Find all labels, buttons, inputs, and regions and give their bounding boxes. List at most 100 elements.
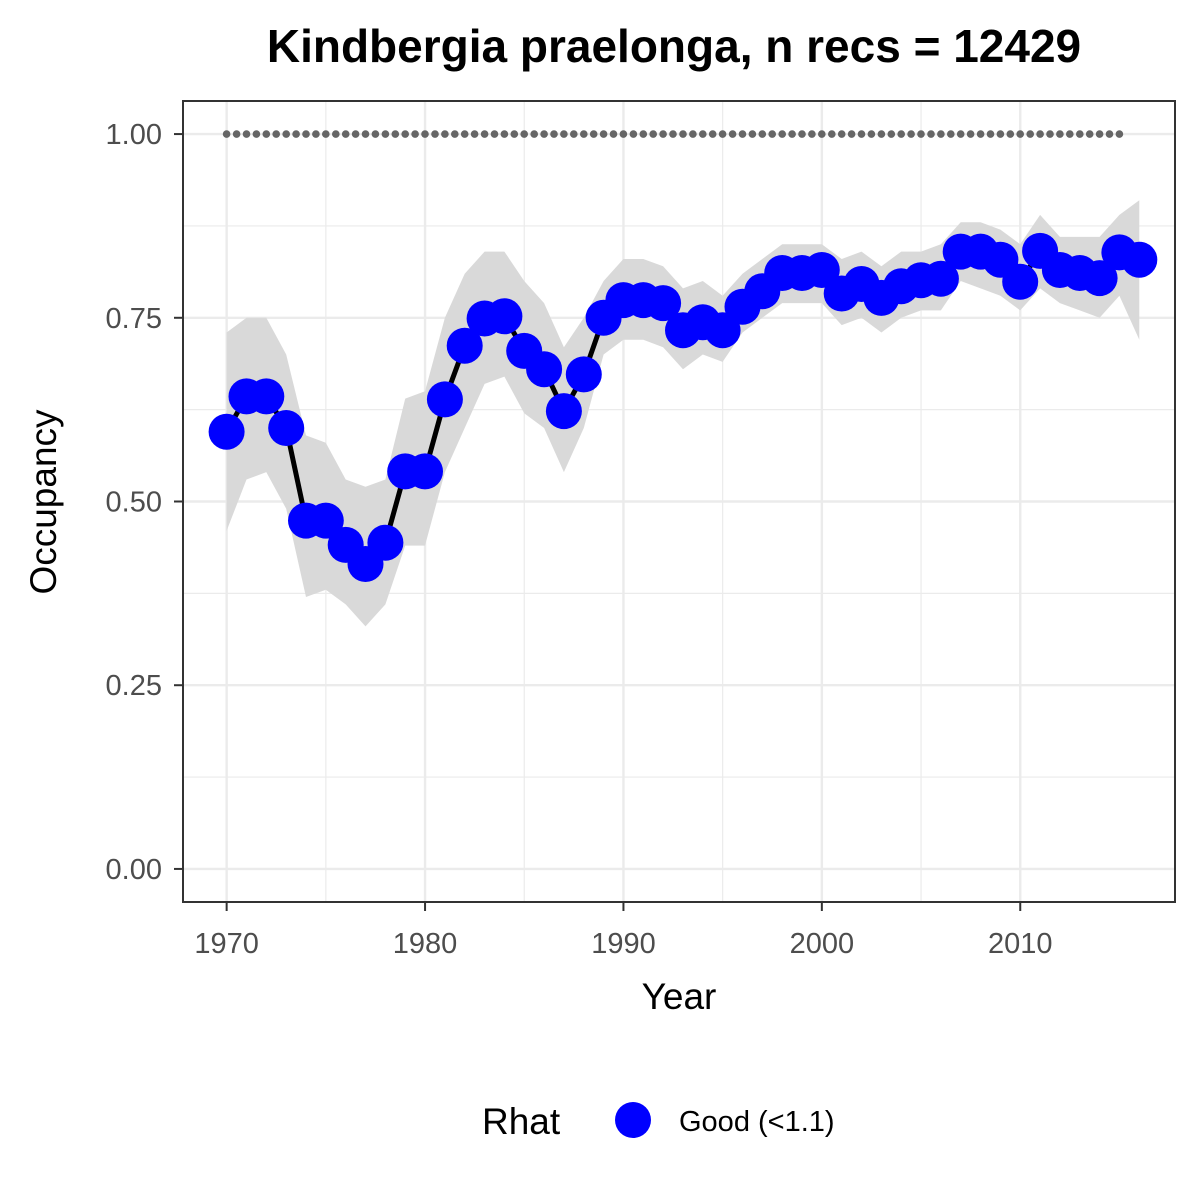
reference-dot: [956, 130, 965, 138]
reference-dot: [441, 130, 449, 138]
x-tick-label: 1990: [591, 928, 656, 960]
reference-dot: [986, 130, 995, 138]
reference-dot: [381, 130, 390, 138]
x-tick-label: 2000: [790, 928, 855, 960]
y-tick-label: 0.50: [106, 487, 162, 519]
reference-dot: [857, 130, 866, 138]
legend-label-good: Good (<1.1): [679, 1106, 835, 1138]
reference-dot: [609, 130, 618, 138]
reference-dot: [639, 130, 648, 138]
reference-dot: [1076, 130, 1084, 138]
data-point: [1002, 263, 1039, 300]
reference-dot: [560, 130, 568, 138]
reference-dot: [708, 130, 717, 138]
reference-dot: [540, 130, 548, 138]
reference-dot: [580, 130, 588, 138]
reference-dot: [351, 130, 360, 138]
reference-dot: [1105, 130, 1114, 138]
reference-dot: [996, 130, 1005, 138]
data-point: [565, 356, 602, 393]
reference-dot: [1036, 130, 1044, 138]
reference-dot: [411, 130, 419, 138]
y-tick-label: 1.00: [106, 119, 162, 151]
data-point: [803, 252, 840, 288]
reference-dot: [421, 130, 429, 138]
reference-dot: [391, 130, 400, 138]
reference-dot: [520, 130, 528, 138]
x-tick-label: 1980: [393, 928, 458, 960]
reference-dot: [907, 130, 915, 138]
reference-dot: [282, 130, 291, 138]
reference-dot: [262, 130, 271, 138]
reference-dot: [837, 130, 846, 138]
reference-dot: [738, 130, 747, 138]
reference-dot: [887, 130, 896, 138]
chart-title: Kindbergia praelonga, n recs = 12429: [267, 20, 1081, 72]
ribbon-layer: [226, 200, 1140, 627]
reference-dot: [808, 130, 816, 138]
data-point: [426, 381, 463, 418]
data-point: [486, 298, 523, 335]
reference-dot: [728, 130, 737, 138]
reference-dot: [292, 130, 300, 138]
reference-dot: [699, 130, 707, 138]
reference-dot: [897, 130, 905, 138]
reference-dot: [1066, 130, 1074, 138]
reference-dot: [361, 130, 370, 138]
reference-dot: [679, 130, 687, 138]
reference-dot: [828, 130, 836, 138]
reference-dot: [1095, 130, 1104, 138]
legend-title: Rhat: [482, 1101, 561, 1142]
data-point: [526, 351, 563, 388]
y-tick-label: 0.75: [106, 303, 162, 335]
reference-dot: [788, 130, 796, 138]
point-layer: [208, 232, 1158, 582]
data-point: [704, 312, 741, 349]
data-point: [268, 410, 305, 446]
reference-dot: [659, 130, 667, 138]
reference-dot: [530, 130, 538, 138]
reference-dot: [510, 130, 519, 138]
reference-dot: [748, 130, 757, 138]
reference-dot: [272, 130, 281, 138]
reference-dot: [778, 130, 786, 138]
data-point: [248, 378, 285, 415]
reference-dot: [629, 130, 638, 138]
data-point: [407, 453, 443, 490]
data-point: [367, 524, 404, 561]
reference-dot: [976, 130, 985, 138]
data-point: [446, 327, 483, 364]
legend: Rhat Good (<1.1): [482, 1101, 835, 1142]
reference-dot: [431, 130, 439, 138]
data-point: [208, 413, 245, 450]
reference-dot: [798, 130, 806, 138]
reference-dot: [460, 130, 469, 138]
reference-dot: [1006, 130, 1015, 138]
reference-line-layer: [222, 130, 1124, 138]
reference-dot: [966, 130, 975, 138]
axis-layer: 1970 1980 1990 2000 2010 0.00 0.25 0.50 0.75 1.00: [106, 119, 1053, 960]
reference-dot: [490, 130, 499, 138]
data-point: [545, 393, 582, 430]
reference-dot: [818, 130, 826, 138]
reference-dot: [589, 130, 598, 138]
y-axis-title: Occupancy: [23, 409, 64, 595]
data-point: [1081, 260, 1118, 297]
reference-dot: [718, 130, 727, 138]
reference-dot: [689, 130, 697, 138]
reference-dot: [867, 130, 876, 138]
reference-dot: [947, 130, 955, 138]
reference-dot: [451, 130, 459, 138]
y-tick-label: 0.00: [106, 854, 162, 886]
reference-dot: [500, 130, 509, 138]
reference-dot: [1016, 130, 1024, 138]
reference-dot: [847, 130, 856, 138]
y-tick-label: 0.25: [106, 670, 162, 702]
reference-dot: [401, 130, 410, 138]
data-point: [922, 260, 959, 297]
reference-dot: [302, 130, 310, 138]
reference-dot: [550, 130, 558, 138]
reference-dot: [332, 130, 340, 138]
